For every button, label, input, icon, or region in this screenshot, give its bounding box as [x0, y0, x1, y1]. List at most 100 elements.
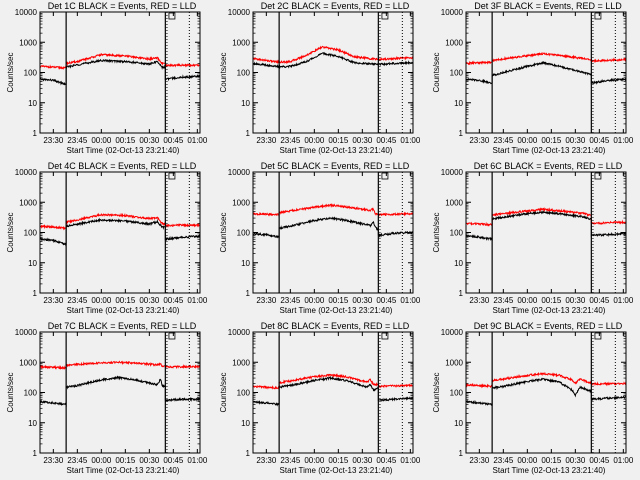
series-red-line: [466, 371, 626, 389]
y-tick-label: 100: [24, 389, 38, 398]
plot-frame: [252, 171, 414, 294]
x-tick-label: 00:15: [115, 296, 136, 305]
panel-title: Det 6C BLACK = Events, RED = LLD: [474, 161, 623, 171]
x-axis-label: Start Time (02-Oct-13 23:21:40): [67, 466, 180, 475]
x-tick-label: 00:15: [115, 136, 136, 145]
x-tick-label: 00:45: [376, 136, 397, 145]
y-tick-label: 100: [450, 229, 464, 238]
plot-area: [253, 45, 413, 70]
flag-square-marker: [168, 12, 176, 20]
series-black-line: [40, 217, 200, 247]
y-tick-label: 100: [450, 389, 464, 398]
series-black-line: [253, 51, 413, 70]
panel-det-9: Det 9C BLACK = Events, RED = LLD 1 10 100 10…: [432, 321, 634, 475]
flag-square-marker: [381, 332, 389, 340]
flag-square-marker: [594, 12, 602, 20]
y-tick-label: 10000: [441, 168, 464, 177]
y-tick-label: 10000: [228, 328, 251, 337]
x-tick-label: 23:30: [43, 456, 64, 465]
panel-det-2: Det 2C BLACK = Events, RED = LLD 1 10 100 10…: [219, 1, 421, 155]
x-tick-label: 23:45: [67, 296, 88, 305]
x-tick-label: 01:00: [400, 296, 421, 305]
flag-square-marker: [594, 332, 602, 340]
y-axis-label: Counts/sec: [432, 52, 441, 92]
x-tick-label: 00:30: [565, 296, 586, 305]
y-axis-label: Counts/sec: [432, 212, 441, 252]
x-tick-label: 01:00: [613, 136, 634, 145]
y-tick-label: 10: [241, 419, 250, 428]
x-tick-label: 00:30: [139, 136, 160, 145]
y-axis-label: Counts/sec: [432, 372, 441, 412]
x-tick-label: 23:45: [493, 296, 514, 305]
x-tick-label: 01:00: [400, 136, 421, 145]
y-axis-label: Counts/sec: [219, 52, 228, 92]
plot-area: [40, 360, 200, 407]
y-tick-label: 100: [24, 229, 38, 238]
plot-frame: [465, 331, 627, 454]
flag-square-marker: [168, 172, 176, 180]
y-tick-label: 1000: [19, 198, 37, 207]
plot-frame: [465, 11, 627, 134]
y-axis-label: Counts/sec: [6, 52, 15, 92]
series-red-line: [253, 45, 413, 65]
y-tick-label: 10: [241, 259, 250, 268]
panel-title: Det 9C BLACK = Events, RED = LLD: [474, 321, 623, 331]
y-tick-label: 10000: [15, 168, 38, 177]
x-tick-label: 00:45: [589, 136, 610, 145]
x-tick-label: 00:00: [304, 136, 325, 145]
x-tick-label: 23:45: [280, 296, 301, 305]
x-tick-label: 23:30: [469, 136, 490, 145]
y-tick-label: 10: [241, 99, 250, 108]
y-tick-label: 10000: [15, 328, 38, 337]
x-tick-label: 00:00: [91, 296, 112, 305]
x-tick-label: 23:45: [493, 136, 514, 145]
plot-frame: [252, 11, 414, 134]
y-tick-label: 10: [28, 259, 37, 268]
y-tick-label: 10: [28, 419, 37, 428]
x-tick-label: 00:30: [139, 296, 160, 305]
x-axis-label: Start Time (02-Oct-13 23:21:40): [280, 146, 393, 155]
x-tick-label: 00:30: [352, 136, 373, 145]
x-tick-label: 01:00: [187, 136, 208, 145]
series-red-line: [466, 206, 626, 227]
y-tick-label: 10: [454, 419, 463, 428]
x-tick-label: 00:30: [139, 456, 160, 465]
x-tick-label: 00:15: [541, 296, 562, 305]
x-tick-label: 00:00: [91, 136, 112, 145]
y-tick-label: 1: [459, 289, 464, 298]
y-tick-label: 1000: [232, 358, 250, 367]
y-tick-label: 1000: [19, 38, 37, 47]
series-black-line: [40, 375, 200, 407]
x-tick-label: 00:00: [517, 136, 538, 145]
y-tick-label: 100: [237, 229, 251, 238]
y-tick-label: 1: [459, 129, 464, 138]
x-axis-label: Start Time (02-Oct-13 23:21:40): [493, 466, 606, 475]
y-axis-label: Counts/sec: [6, 212, 15, 252]
x-tick-label: 23:30: [43, 136, 64, 145]
series-red-line: [253, 373, 413, 391]
x-tick-label: 00:45: [376, 456, 397, 465]
panel-title: Det 5C BLACK = Events, RED = LLD: [261, 161, 410, 171]
panel-det-5: Det 5C BLACK = Events, RED = LLD 1 10 100 10…: [219, 161, 421, 315]
series-black-line: [466, 377, 626, 406]
x-tick-label: 23:30: [256, 296, 277, 305]
plot-frame: [465, 171, 627, 294]
plot-frame: [39, 171, 201, 294]
y-tick-label: 1: [33, 449, 38, 458]
x-tick-label: 23:30: [469, 456, 490, 465]
x-tick-label: 23:30: [256, 456, 277, 465]
x-axis-label: Start Time (02-Oct-13 23:21:40): [280, 466, 393, 475]
y-tick-label: 10000: [441, 328, 464, 337]
y-tick-label: 1: [246, 289, 251, 298]
x-axis-label: Start Time (02-Oct-13 23:21:40): [67, 306, 180, 315]
y-tick-label: 100: [237, 69, 251, 78]
y-tick-label: 100: [450, 69, 464, 78]
x-tick-label: 23:45: [67, 136, 88, 145]
y-axis-label: Counts/sec: [219, 372, 228, 412]
panel-title: Det 7C BLACK = Events, RED = LLD: [48, 321, 197, 331]
x-axis-label: Start Time (02-Oct-13 23:21:40): [493, 146, 606, 155]
y-axis-label: Counts/sec: [219, 212, 228, 252]
x-tick-label: 01:00: [400, 456, 421, 465]
y-tick-label: 10: [28, 99, 37, 108]
